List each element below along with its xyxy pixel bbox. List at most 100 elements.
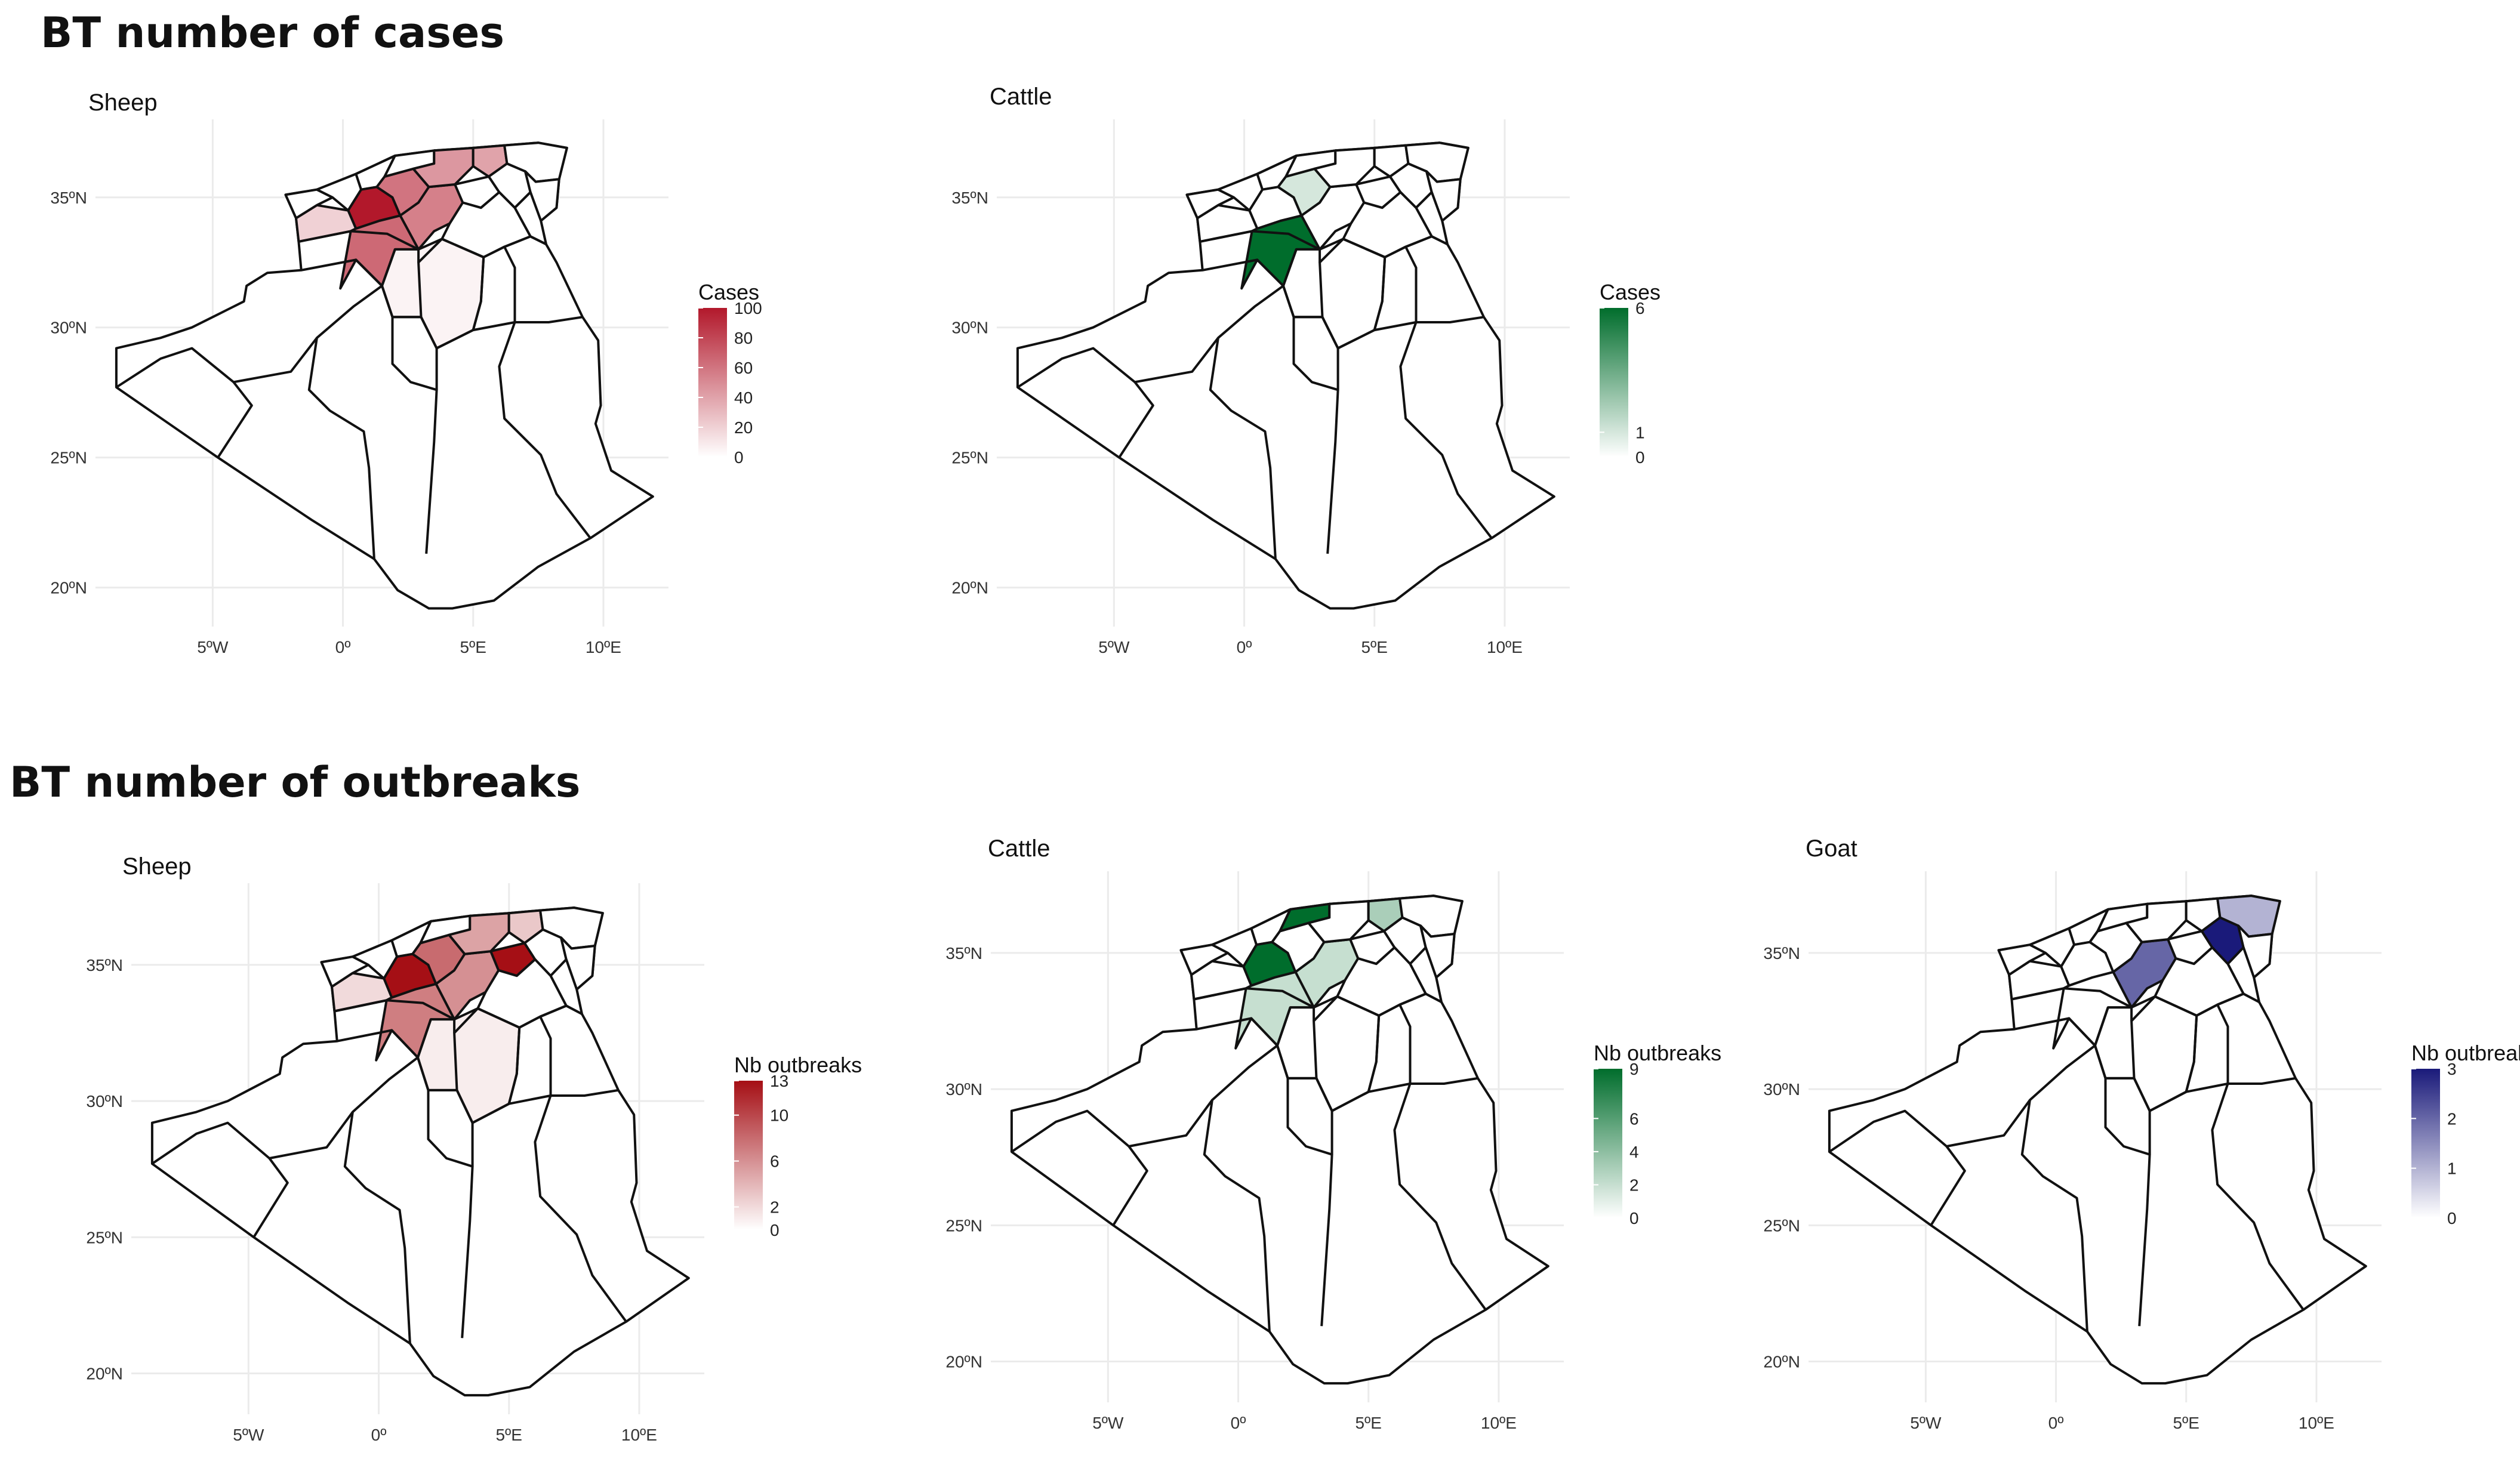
legend-title: Nb outbreaks xyxy=(734,1053,862,1077)
province-border xyxy=(472,235,547,331)
legend-label: 9 xyxy=(1629,1060,1639,1078)
province-border xyxy=(1016,347,1154,458)
lon-tick-label: 5ºE xyxy=(2173,1414,2199,1432)
legend-colorbar xyxy=(2411,1069,2440,1218)
lat-tick-label: 20ºN xyxy=(86,1365,123,1383)
province-border xyxy=(2014,1017,2096,1047)
lat-tick-label: 20ºN xyxy=(951,579,988,597)
legend-title: Nb outbreaks xyxy=(1594,1041,1721,1065)
province-border xyxy=(115,347,253,458)
province-border xyxy=(301,258,383,287)
province-border xyxy=(2130,995,2198,1078)
province-border xyxy=(498,322,592,539)
legend-label: 40 xyxy=(734,388,753,407)
section-title-cases: BT number of cases xyxy=(41,8,505,57)
lat-tick-label: 25ºN xyxy=(86,1228,123,1247)
lat-tick-label: 30ºN xyxy=(1763,1080,1800,1099)
lat-tick-label: 25ºN xyxy=(1763,1216,1800,1235)
province-border xyxy=(298,230,420,263)
province-border xyxy=(1011,1109,1148,1226)
panel-title: Sheep xyxy=(88,90,158,116)
lon-tick-label: 5ºE xyxy=(1361,638,1387,656)
province-border xyxy=(269,1019,432,1159)
province-border xyxy=(1202,258,1284,287)
section-title-outbreaks: BT number of outbreaks xyxy=(10,758,581,807)
map-svg: 35ºN 30ºN 25ºN 20ºN 5ºW 0º 5ºE 10ºE Nb outbreaks… xyxy=(86,883,862,1444)
province-border xyxy=(1196,1017,1279,1047)
map-svg: 35ºN 30ºN 25ºN 20ºN 5ºW 0º 5ºE 10ºE Nb outbreaks… xyxy=(1763,871,2520,1432)
legend-title: Nb outbreaks xyxy=(2411,1041,2520,1065)
panel-title: Cattle xyxy=(988,835,1050,862)
legend-title: Cases xyxy=(1600,280,1661,304)
province-border xyxy=(2105,1077,2151,1155)
legend-label: 6 xyxy=(1635,299,1645,317)
lat-tick-label: 20ºN xyxy=(945,1353,982,1371)
province-border xyxy=(337,1029,419,1059)
legend-label: 60 xyxy=(734,359,753,377)
map-panel-outbreaks-goat: Goat 35ºN 30ºN 25ºN 20ºN 5ºW 0º 5ºE 10ºE Nb outb… xyxy=(1749,835,2520,1453)
lon-tick-label: 5ºW xyxy=(1092,1414,1124,1432)
province-border xyxy=(151,1121,289,1238)
province-border xyxy=(1209,337,1277,559)
lon-tick-label: 10ºE xyxy=(586,638,621,656)
province-border xyxy=(2011,987,2133,1021)
map-svg: 35ºN 30ºN 25ºN 20ºN 5ºW 0º 5ºE 10ºE Nb outbreaks… xyxy=(945,871,1721,1432)
province-border xyxy=(2185,992,2260,1093)
lon-tick-label: 5ºW xyxy=(233,1426,264,1444)
province-border xyxy=(1134,249,1298,384)
lat-tick-label: 20ºN xyxy=(50,579,87,597)
lat-tick-label: 35ºN xyxy=(50,189,87,207)
legend-label: 4 xyxy=(1629,1143,1639,1161)
region-north-west-2 xyxy=(320,955,370,988)
province-border xyxy=(2216,1004,2229,1084)
legend-title: Cases xyxy=(698,280,759,304)
province-border xyxy=(453,1007,520,1090)
legend-label: 80 xyxy=(734,329,753,347)
province-border xyxy=(1393,1083,1487,1310)
lon-tick-label: 0º xyxy=(1237,638,1252,656)
legend-colorbar xyxy=(734,1081,763,1230)
province-border xyxy=(233,249,396,384)
lon-tick-label: 5ºE xyxy=(495,1426,522,1444)
province-border xyxy=(507,1004,583,1105)
province-border xyxy=(539,1016,552,1096)
legend-label: 2 xyxy=(770,1198,780,1217)
lon-tick-label: 5ºE xyxy=(460,638,486,656)
province-border xyxy=(534,1095,627,1322)
legend-label: 0 xyxy=(1629,1209,1639,1227)
province-border xyxy=(1828,1109,1966,1226)
lat-tick-label: 25ºN xyxy=(951,449,988,467)
legend-label: 0 xyxy=(1635,448,1645,467)
map-panel-cases-sheep: Sheep 35ºN 30ºN 25ºN 20ºN 5ºW 0º 5ºE 10ºE Cases 1… xyxy=(36,84,883,686)
legend-colorbar xyxy=(698,308,727,457)
province-border xyxy=(343,1112,411,1344)
province-border xyxy=(2211,1083,2305,1310)
map-panel-outbreaks-cattle: Cattle 35ºN 30ºN 25ºN 20ºN 5ºW 0º 5ºE 10ºE Nb ou… xyxy=(931,835,1731,1453)
lon-tick-label: 10ºE xyxy=(2299,1414,2334,1432)
province-border xyxy=(1946,1007,2109,1148)
legend-label: 2 xyxy=(1629,1176,1639,1194)
map-panel-outbreaks-sheep: Sheep 35ºN 30ºN 25ºN 20ºN 5ºW 0º 5ºE 10ºE Nb out… xyxy=(72,847,895,1465)
legend-label: 20 xyxy=(734,418,753,437)
province-border xyxy=(1293,316,1339,390)
lat-tick-label: 30ºN xyxy=(86,1092,123,1111)
legend-label: 3 xyxy=(2447,1060,2457,1078)
province-border xyxy=(1193,987,1316,1021)
legend-colorbar xyxy=(1600,308,1628,457)
lat-tick-label: 20ºN xyxy=(1763,1353,1800,1371)
lon-tick-label: 5ºW xyxy=(197,638,229,656)
lon-tick-label: 0º xyxy=(371,1426,387,1444)
province-border xyxy=(307,337,375,559)
lon-tick-label: 0º xyxy=(1231,1414,1246,1432)
province-border xyxy=(2020,1100,2088,1332)
lat-tick-label: 30ºN xyxy=(50,319,87,337)
legend-label: 100 xyxy=(734,299,762,317)
province-border xyxy=(1318,238,1386,317)
province-border xyxy=(1398,1004,1412,1084)
province-border xyxy=(1200,230,1321,263)
region-north-west-2 xyxy=(1997,943,2047,976)
province-border xyxy=(1367,992,1442,1093)
province-border xyxy=(428,1088,474,1167)
lon-tick-label: 10ºE xyxy=(1481,1414,1517,1432)
